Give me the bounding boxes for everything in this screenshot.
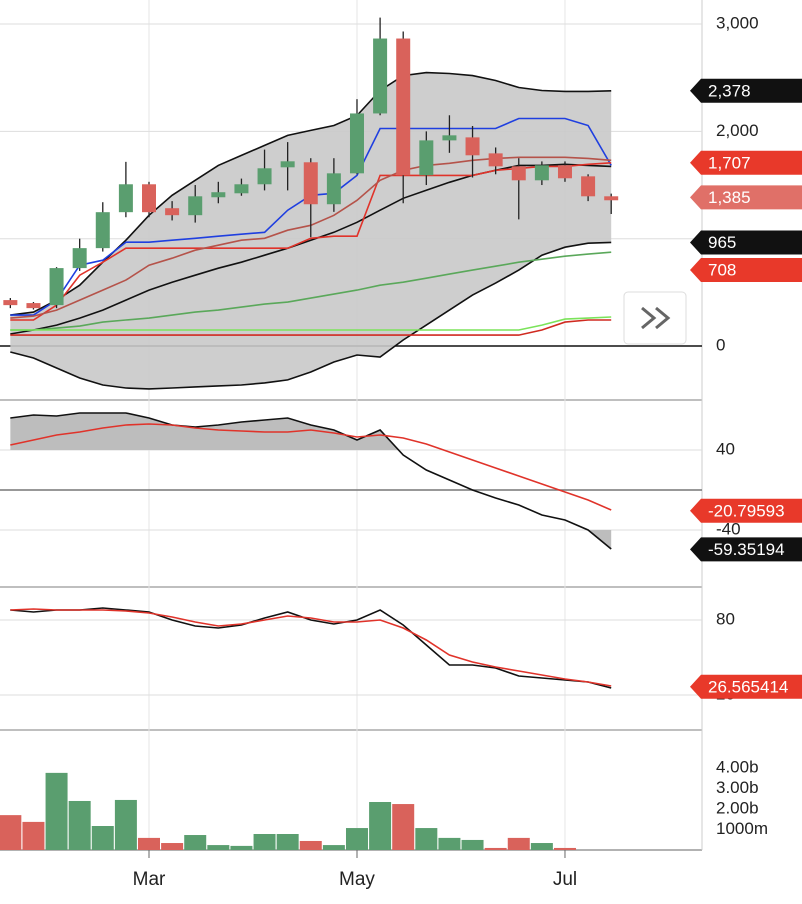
candle-body — [373, 38, 388, 114]
indicator-line — [10, 319, 612, 336]
candle-body — [604, 196, 619, 201]
volume-bar — [276, 834, 299, 850]
indicator-line — [10, 241, 612, 390]
y-tick-label: 4.00b — [716, 757, 759, 776]
volume-bar — [91, 826, 114, 850]
volume-bar — [345, 828, 368, 850]
volume-bar — [530, 843, 553, 850]
candle-body — [419, 140, 434, 176]
indicator-line — [10, 316, 612, 331]
candle-body — [280, 161, 295, 168]
candle-body — [142, 184, 156, 213]
price-tag — [690, 498, 802, 523]
price-tag-label: 2,378 — [708, 81, 751, 100]
candle-body — [326, 173, 341, 205]
candle-body — [488, 153, 503, 167]
volume-bar — [299, 840, 322, 850]
candle-body — [257, 168, 272, 185]
candle-body — [211, 192, 226, 198]
scroll-right-button[interactable] — [623, 291, 687, 345]
price-tag-label: 26.565414 — [708, 677, 788, 696]
volume-bar — [161, 843, 184, 850]
indicator-line — [10, 412, 612, 550]
candle-body — [26, 303, 41, 309]
y-tick-label: 80 — [716, 609, 735, 628]
x-tick-label: Jul — [553, 869, 577, 890]
price-tag — [690, 150, 802, 175]
volume-bar — [0, 815, 22, 850]
price-tag — [690, 230, 802, 255]
y-tick-label: 40 — [716, 439, 735, 458]
candle-body — [95, 212, 110, 249]
volume-bar — [253, 834, 276, 850]
candle-body — [557, 165, 572, 179]
indicator-line — [10, 607, 612, 689]
candle-body — [234, 184, 249, 194]
indicator-line — [10, 163, 612, 335]
indicator-line — [10, 608, 612, 687]
volume-bar — [484, 847, 507, 850]
candle-body — [511, 166, 526, 181]
volume-bar — [322, 845, 345, 850]
x-tick-label: May — [339, 869, 375, 890]
price-tag — [690, 78, 802, 103]
volume-bar — [22, 821, 45, 850]
candle-body — [49, 268, 64, 306]
y-tick-label: 2,000 — [716, 121, 759, 140]
volume-bar — [438, 837, 461, 850]
indicator-line — [10, 423, 612, 511]
volume-bar — [369, 802, 392, 850]
volume-bar — [507, 837, 530, 850]
y-tick-label: 0 — [716, 335, 725, 354]
candle-body — [349, 113, 364, 174]
y-tick-label: 1000m — [716, 819, 768, 838]
volume-bar — [68, 800, 91, 850]
volume-bar — [415, 828, 438, 850]
candle-body — [442, 135, 457, 141]
price-tag-label: 965 — [708, 233, 736, 252]
price-tag-label: -20.79593 — [708, 501, 785, 520]
volume-bar — [461, 839, 484, 850]
candle-body — [188, 196, 203, 216]
candle-body — [118, 184, 133, 213]
volume-bar — [138, 837, 160, 850]
candle-body — [303, 162, 318, 205]
volume-bar — [553, 847, 576, 850]
chevron[interactable] — [641, 306, 657, 330]
y-tick-label: 2.00b — [716, 798, 759, 817]
candle-body — [465, 137, 480, 156]
indicator-line — [10, 162, 612, 321]
volume-bar — [207, 845, 230, 850]
volume-bar — [230, 845, 253, 850]
volume-bar — [392, 804, 415, 850]
volume-bar — [184, 835, 207, 850]
y-tick-label: 3.00b — [716, 778, 759, 797]
indicator-line — [10, 251, 612, 331]
price-tag — [690, 185, 802, 210]
price-tag — [690, 258, 802, 283]
candle-body — [3, 300, 18, 306]
candle-body — [581, 176, 596, 197]
candle-body — [72, 248, 87, 269]
price-tag-label: 1,385 — [708, 188, 751, 207]
price-tag — [690, 537, 802, 562]
candle-body — [165, 208, 180, 216]
y-tick-label: 3,000 — [716, 14, 759, 33]
volume-bar — [114, 799, 137, 850]
x-tick-label: Mar — [133, 869, 166, 890]
price-tag-label: 1,707 — [708, 153, 751, 172]
volume-bar — [45, 772, 68, 850]
candle-body — [534, 165, 549, 181]
price-tag-label: 708 — [708, 261, 736, 280]
price-tag-label: -59.35194 — [708, 540, 785, 559]
candle-body — [396, 38, 411, 176]
y-tick-label: -40 — [716, 519, 741, 538]
price-tag — [690, 674, 802, 699]
chevron[interactable] — [655, 306, 671, 330]
